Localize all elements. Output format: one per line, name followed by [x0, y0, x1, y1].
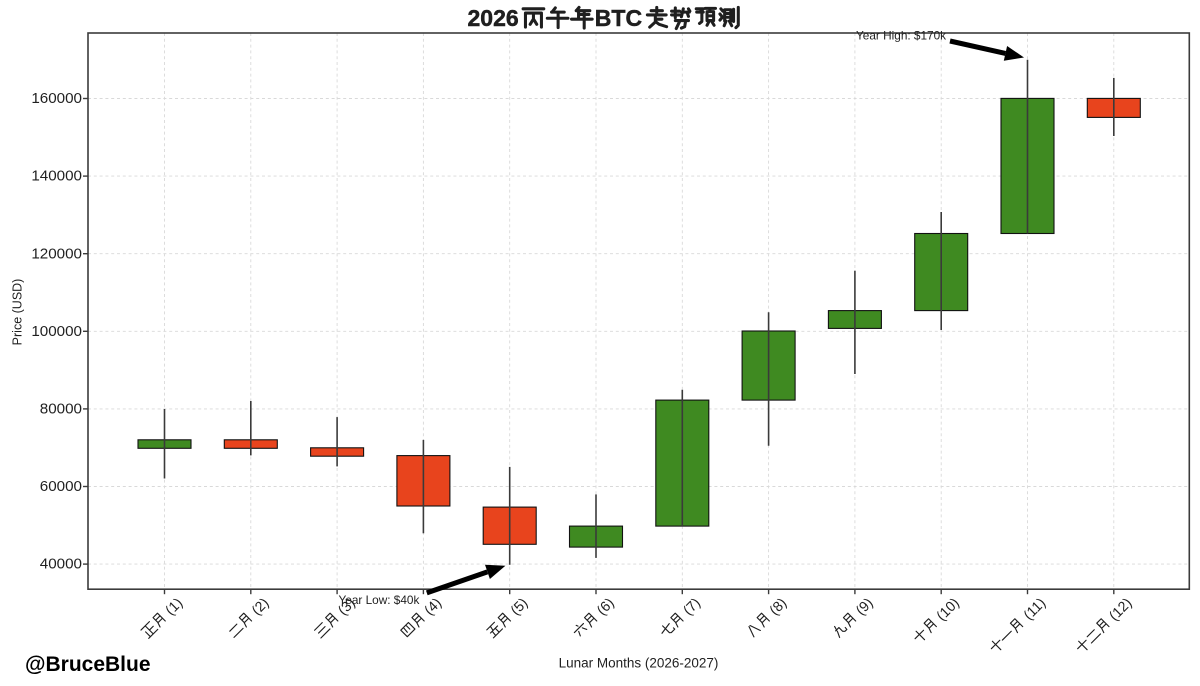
svg-text:Year High: $170k: Year High: $170k [856, 29, 946, 43]
svg-text:40000: 40000 [40, 556, 82, 573]
svg-text:120000: 120000 [31, 245, 82, 262]
svg-text:2026: 2026 [468, 5, 519, 31]
svg-text:@BruceBlue: @BruceBlue [25, 653, 151, 676]
svg-text:BTC: BTC [595, 5, 642, 31]
svg-text:80000: 80000 [40, 401, 82, 418]
svg-text:160000: 160000 [31, 90, 82, 107]
svg-text:60000: 60000 [40, 478, 82, 495]
svg-text:140000: 140000 [31, 168, 82, 185]
svg-text:Lunar Months (2026-2027): Lunar Months (2026-2027) [559, 656, 719, 671]
svg-text:Year Low: $40k: Year Low: $40k [339, 593, 420, 607]
svg-text:100000: 100000 [31, 323, 82, 340]
svg-text:Price (USD): Price (USD) [11, 279, 25, 346]
